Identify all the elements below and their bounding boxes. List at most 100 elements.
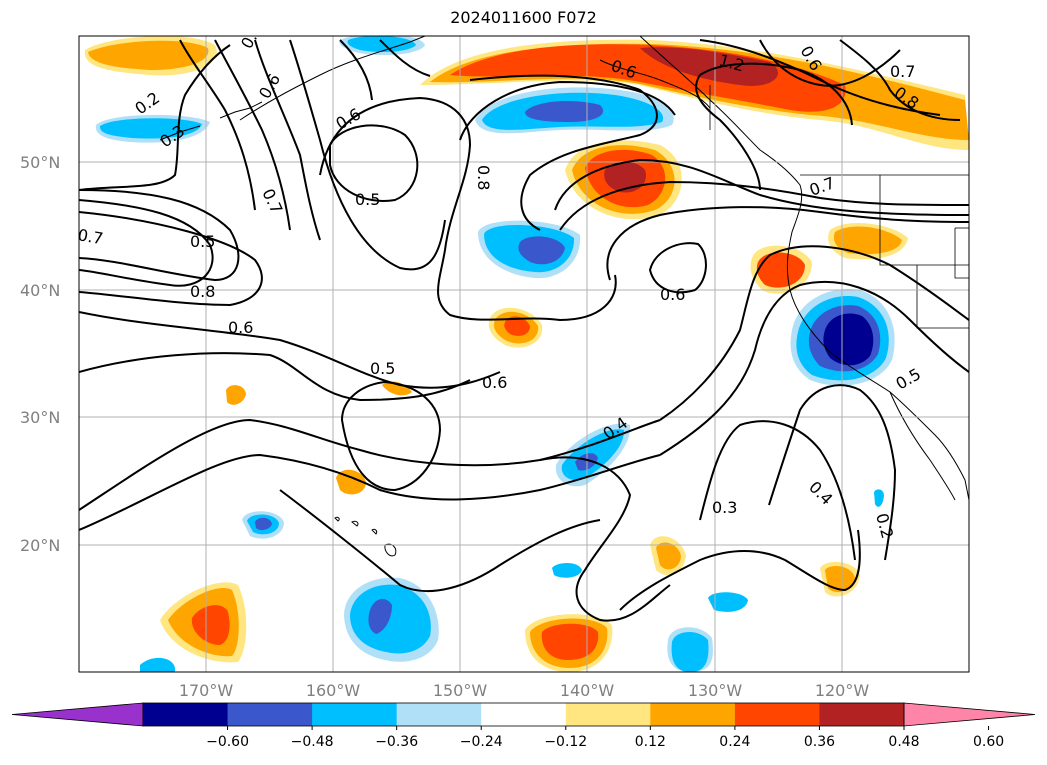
contour-line [699,420,856,561]
colorbar-bin [819,703,905,726]
contour-line [839,39,961,121]
colorbar-tick-label: −0.24 [460,734,503,750]
contour-line [768,384,897,561]
contour-label: 0.7 [890,62,915,81]
contour-line [559,180,969,231]
colorbar-bin [396,703,482,726]
contour-line [619,529,861,611]
anomaly-negative [140,657,175,672]
anomaly-positive [336,469,366,495]
anomaly-negative [874,489,884,507]
contour-line [379,39,431,77]
colorbar-bin [481,703,567,726]
contour-line [659,281,969,456]
contour-line [79,189,240,282]
anomaly-negative [552,563,582,578]
anomaly-negative [350,584,431,654]
contour-line [554,158,969,216]
contour-label: 0.6 [482,373,507,392]
colorbar-bin [565,703,651,726]
anomaly-positive [833,226,902,255]
contour-line [214,39,291,231]
contour-line [319,96,617,322]
colorbar-bin [734,703,820,726]
anomaly-negative [823,313,874,366]
anomaly-positive [226,385,246,405]
map-title: 2024011600 F072 [450,8,597,27]
contour-line [79,44,231,191]
border-state-1 [879,175,969,266]
colorbar-extend-high [903,702,1036,727]
anomaly-negative [347,36,416,53]
lon-label-160: 160°W [306,681,361,700]
colorbar-tick-label: 0.60 [973,734,1004,750]
lon-label-140: 140°W [560,681,615,700]
lat-label-40: 40°N [20,281,60,300]
contour-line [539,456,671,622]
contour-line [79,311,501,389]
colorbar-tick-label: 0.48 [888,734,919,750]
contour-line [279,489,601,593]
anomaly-negative [708,592,748,612]
contour-line [289,39,446,271]
contour-label: 0.6 [228,318,253,337]
map-area: 0.2 0.3 0.2 0.7 0.5 0.8 0.6 0.6 0.5 0.7 … [76,36,969,672]
political-borders [709,85,969,329]
colorbar-tick-label: 0.36 [804,734,835,750]
anomaly-negative [368,598,392,634]
contour-label: 0.7 [76,225,104,248]
colorbar-tick-label: −0.36 [375,734,418,750]
colorbar-outline [142,702,905,727]
contour-line [339,39,373,101]
colorbar: −0.60 −0.48 −0.36 −0.24 −0.12 0.12 0.24 0.36 0.4… [11,702,1036,750]
contour-line [179,39,256,211]
anomaly-positive [756,252,805,288]
colorbar-tick-label: −0.60 [206,734,249,750]
contour-line [606,206,969,281]
colorbar-extend-low [11,702,144,727]
anomaly-positive [88,40,209,70]
contour-label: 0.6 [660,285,685,304]
contour-label: 0.5 [370,359,395,378]
anomaly-positive [825,566,855,593]
contour-line [79,418,661,511]
anomaly-positive [191,605,230,645]
border-state-4 [954,228,969,279]
island-maui [371,528,378,535]
colorbar-tick-label: 0.12 [635,734,666,750]
coastline-alaska [239,36,426,121]
colorbar-bin [227,703,313,726]
contour-line [79,199,214,287]
anomaly-positive [382,381,412,396]
contour-line [469,74,658,231]
anomaly-negative [525,100,604,122]
anomaly-positive [656,542,681,570]
contour-label: 0.8 [474,165,493,190]
contour-label: 0.5 [355,190,380,209]
anomaly-positive [541,623,599,660]
contour-line [340,380,442,492]
coastline-baja [889,391,956,501]
colorbar-tick-label: −0.12 [544,734,587,750]
colorbar-tick-label: −0.48 [291,734,334,750]
colorbar-bin [650,703,736,726]
island-oahu [351,520,359,527]
island-kauai [334,516,340,522]
contour-line [329,124,419,202]
anomaly-negative [255,517,272,531]
colorbar-bin [143,703,229,726]
coastline-north-america [639,36,969,501]
negative-anomalies [95,36,895,672]
anomaly-positive [504,316,530,336]
lat-label-20: 20°N [20,536,60,555]
contour-lines [79,39,969,622]
map-frame [78,35,970,673]
contour-line [79,211,263,307]
anomaly-positive [604,161,646,193]
anomaly-negative [671,631,709,672]
contour-line [659,245,969,421]
lat-label-30: 30°N [20,408,60,427]
lon-label-150: 150°W [433,681,488,700]
lon-label-170: 170°W [179,681,234,700]
